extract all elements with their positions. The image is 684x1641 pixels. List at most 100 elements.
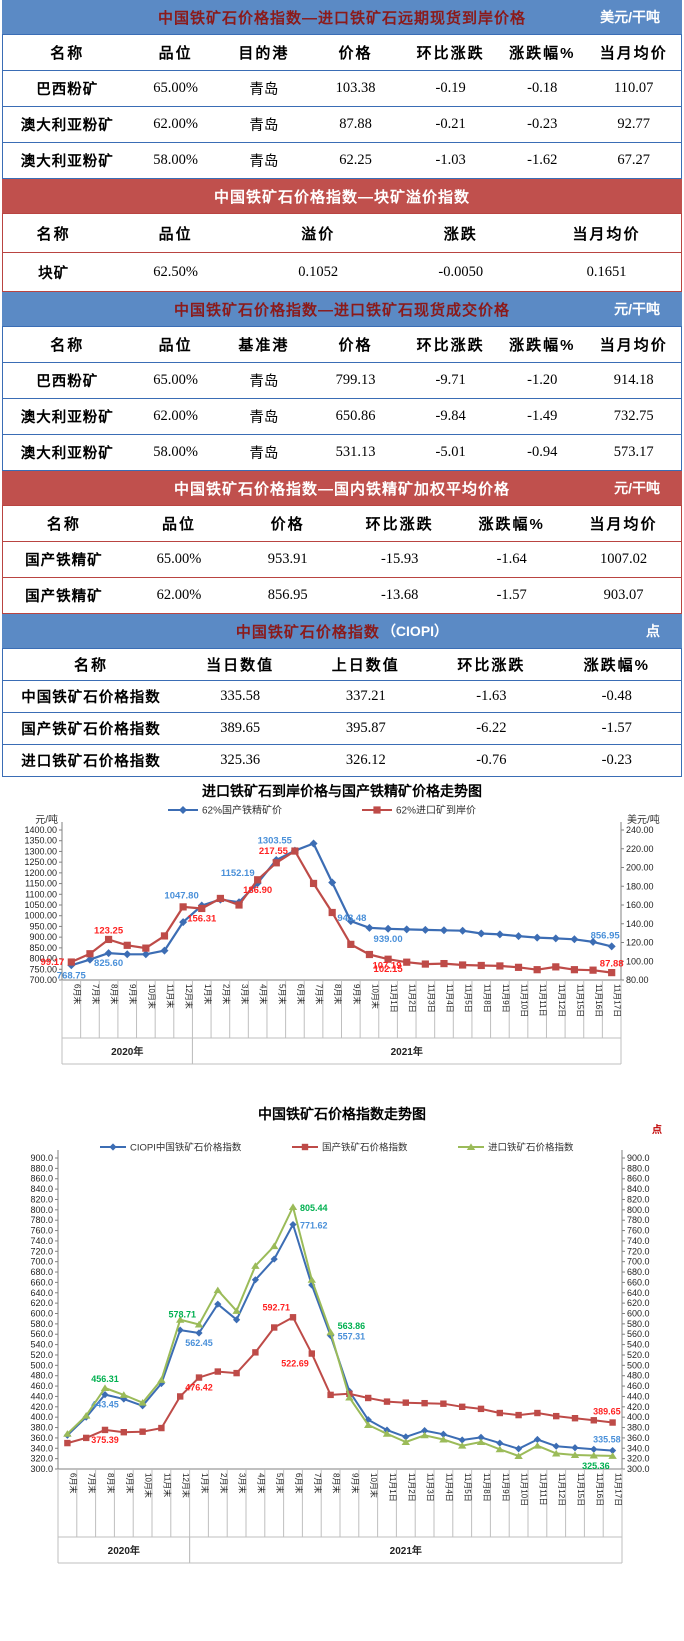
x-axis-label: 11月9日 (501, 1473, 510, 1502)
x-axis-label: 9月末 (350, 1473, 360, 1493)
table-title-suffix: （CIOPI） (381, 623, 449, 639)
diamond-marker (384, 924, 393, 933)
diamond-marker (308, 1281, 316, 1289)
value-cell: 110.07 (614, 80, 654, 96)
axis-tick-label: 660.0 (30, 1277, 53, 1287)
axis-tick-label: 440.0 (627, 1391, 650, 1401)
square-marker (553, 1412, 560, 1420)
value-cell: 389.65 (220, 720, 261, 736)
data-label: 156.31 (187, 913, 217, 924)
square-marker (160, 932, 169, 940)
x-axis-label: 2月末 (221, 984, 231, 1004)
triangle-marker (495, 1445, 504, 1453)
value-cell: -15.93 (380, 551, 419, 567)
chart-title: 进口铁矿石到岸价格与国产铁精矿价格走势图 (202, 783, 482, 799)
diamond-marker (346, 917, 355, 926)
value-cell: 650.86 (335, 408, 376, 424)
square-marker (64, 1439, 71, 1447)
value-cell: 103.38 (335, 80, 376, 96)
column-header: 价格 (338, 337, 373, 354)
square-marker (477, 1405, 485, 1413)
square-marker (459, 961, 467, 969)
diamond-marker (458, 1436, 466, 1444)
diamond-marker (533, 1435, 541, 1444)
axis-tick-label: 680.0 (627, 1267, 650, 1277)
triangle-marker (552, 1449, 561, 1457)
value-cell: -0.21 (435, 116, 466, 132)
square-marker (309, 879, 318, 888)
x-axis-label: 8月末 (110, 984, 120, 1004)
triangle-marker (570, 1451, 580, 1459)
value-cell: -9.84 (435, 408, 466, 424)
row-name-cell: 巴西粉矿 (36, 82, 99, 98)
triangle-marker (63, 1430, 72, 1437)
diamond-marker (364, 1416, 372, 1424)
x-axis-label: 7月末 (313, 1473, 323, 1493)
diamond-marker (309, 839, 318, 848)
diamond-marker (609, 1446, 617, 1455)
axis-tick-label: 720.0 (627, 1246, 650, 1256)
square-marker (86, 950, 94, 958)
square-marker (383, 1398, 391, 1405)
value-cell: 732.75 (613, 408, 654, 424)
value-cell: 531.13 (335, 444, 376, 460)
square-marker (123, 941, 131, 949)
table-import-spot-price: 中国铁矿石价格指数—进口铁矿石现货成交价格 元/干吨 名称 品位 基准港 价格 环比涨跌… (2, 292, 682, 471)
triangle-marker (100, 1384, 110, 1391)
axis-tick-label: 800.0 (627, 1205, 650, 1215)
row-name-cell: 国产铁精矿 (25, 589, 103, 605)
axis-tick-label: 740.0 (627, 1236, 650, 1246)
axis-tick-label: 620.0 (30, 1298, 53, 1308)
value-cell: 0.1052 (298, 263, 339, 280)
table-title: 中国铁矿石价格指数—进口铁矿石现货成交价格 (173, 301, 510, 319)
value-cell: -1.57 (496, 587, 527, 603)
table-header-band: 中国铁矿石价格指数 （CIOPI） 点 (2, 614, 682, 648)
value-cell: 青岛 (249, 82, 279, 98)
table-unit: 元/干吨 (614, 301, 660, 317)
value-cell: -1.49 (527, 408, 558, 424)
data-label: 1152.19 (221, 868, 255, 879)
axis-tick-label: 320.0 (30, 1454, 53, 1464)
axis-tick-label: 480.0 (627, 1371, 650, 1381)
triangle-marker (82, 1412, 91, 1419)
axis-tick-label: 100.00 (626, 956, 654, 966)
axis-tick-label: 400.0 (30, 1412, 53, 1422)
triangle-marker (420, 1431, 429, 1439)
diamond-marker (607, 942, 616, 951)
table-title: 中国铁矿石价格指数—国内铁精矿加权平均价格 (173, 480, 510, 498)
column-header: 当月均价 (599, 45, 668, 62)
value-cell: 62.00% (153, 408, 198, 424)
x-axis-label: 1月末 (200, 1473, 210, 1493)
x-axis-label: 11月8日 (482, 984, 491, 1013)
triangle-marker (232, 1307, 241, 1314)
column-header: 涨跌幅% (509, 337, 576, 354)
diamond-marker (289, 1220, 297, 1229)
value-cell: 青岛 (249, 446, 279, 462)
square-marker (403, 958, 411, 966)
diamond-marker (439, 926, 448, 935)
year-group-label: 2020年 (111, 1045, 143, 1058)
triangle-marker (251, 1262, 260, 1269)
square-marker (384, 955, 392, 963)
data-label: 562.45 (185, 1338, 213, 1348)
x-axis-label: 6月末 (72, 984, 82, 1004)
axis-tick-label: 120.00 (626, 938, 654, 948)
data-label: 476.42 (185, 1383, 213, 1393)
data-label: 557.31 (338, 1332, 366, 1342)
axis-tick-label: 360.0 (627, 1433, 650, 1443)
axis-tick-label: 780.0 (30, 1215, 53, 1225)
series-line (70, 849, 612, 974)
data-label: 805.44 (300, 1203, 328, 1213)
triangle-marker (307, 1276, 316, 1283)
x-axis-label: 11月末 (162, 1473, 172, 1497)
x-axis-label: 5月末 (277, 984, 287, 1004)
x-axis-label: 11月8日 (482, 1473, 491, 1502)
row-name-cell: 国产铁矿石价格指数 (21, 722, 161, 738)
x-axis-label: 6月末 (68, 1473, 78, 1493)
axis-tick-label: 700.0 (627, 1257, 650, 1267)
value-cell: -0.19 (435, 80, 466, 96)
value-cell: -6.22 (476, 720, 507, 736)
axis-tick-label: 950.00 (29, 921, 57, 931)
axis-tick-label: 1300.00 (24, 846, 57, 856)
square-marker (552, 963, 560, 971)
